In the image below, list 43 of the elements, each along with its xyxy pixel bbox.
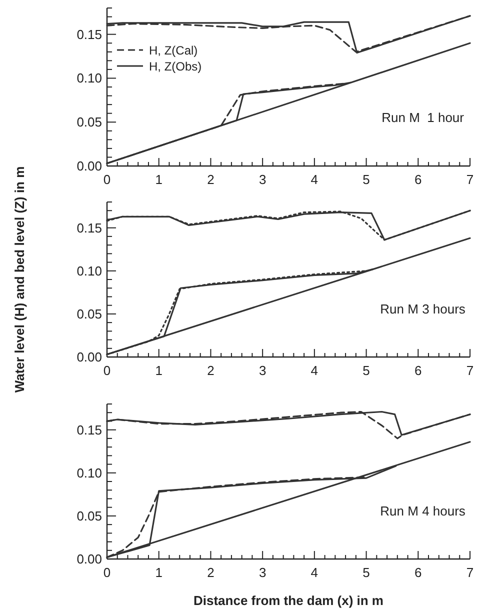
- y-tick-label: 0.15: [76, 26, 102, 42]
- x-tick-label: 7: [466, 172, 474, 187]
- y-tick-label: 0.05: [76, 114, 102, 130]
- x-tick-label: 4: [310, 172, 318, 187]
- x-tick-label: 6: [414, 172, 422, 187]
- x-tick-label: 4: [310, 363, 318, 378]
- x-tick-label: 3: [258, 565, 266, 580]
- y-tick-label: 0.00: [76, 350, 102, 364]
- y-tick-label: 0.00: [76, 552, 102, 566]
- x-tick-label: 0: [103, 172, 111, 187]
- x-tick-label: 1: [155, 363, 162, 378]
- legend-label: H, Z(Obs): [149, 60, 202, 74]
- x-tick-label: 4: [310, 565, 318, 580]
- legend-label: H, Z(Cal): [149, 44, 198, 58]
- x-tick-label: 7: [466, 363, 474, 378]
- y-tick-label: 0.10: [76, 70, 102, 86]
- x-tick-label: 1: [155, 565, 162, 580]
- y-tick-label: 0.05: [76, 508, 102, 524]
- x-tick-label: 2: [207, 172, 214, 187]
- y-tick-label: 0.15: [76, 220, 102, 236]
- x-tick-label: 5: [362, 363, 370, 378]
- x-tick-label: 6: [414, 363, 422, 378]
- x-tick-label: 0: [103, 363, 111, 378]
- y-tick-label: 0.10: [76, 465, 102, 480]
- annotation: Run M 1 hour: [382, 110, 465, 125]
- y-tick-label: 0.05: [76, 306, 102, 322]
- annotation: Run M 4 hours: [380, 504, 466, 519]
- x-tick-label: 7: [466, 565, 474, 580]
- x-tick-label: 6: [414, 565, 422, 580]
- annotation: Run M 3 hours: [380, 302, 466, 317]
- y-tick-label: 0.15: [76, 422, 102, 438]
- x-tick-label: 0: [103, 565, 111, 580]
- x-axis-title: Distance from the dam (x) in m: [194, 593, 384, 608]
- x-tick-label: 3: [258, 172, 266, 187]
- x-tick-label: 1: [155, 172, 162, 187]
- x-tick-label: 2: [207, 363, 214, 378]
- x-tick-label: 3: [258, 363, 266, 378]
- y-axis-title: Water level (H) and bed level (Z) in m: [12, 166, 27, 393]
- x-tick-label: 2: [207, 565, 214, 580]
- x-tick-label: 5: [362, 172, 370, 187]
- y-tick-label: 0.00: [76, 158, 102, 174]
- y-tick-label: 0.10: [76, 263, 102, 278]
- x-tick-label: 5: [362, 565, 370, 580]
